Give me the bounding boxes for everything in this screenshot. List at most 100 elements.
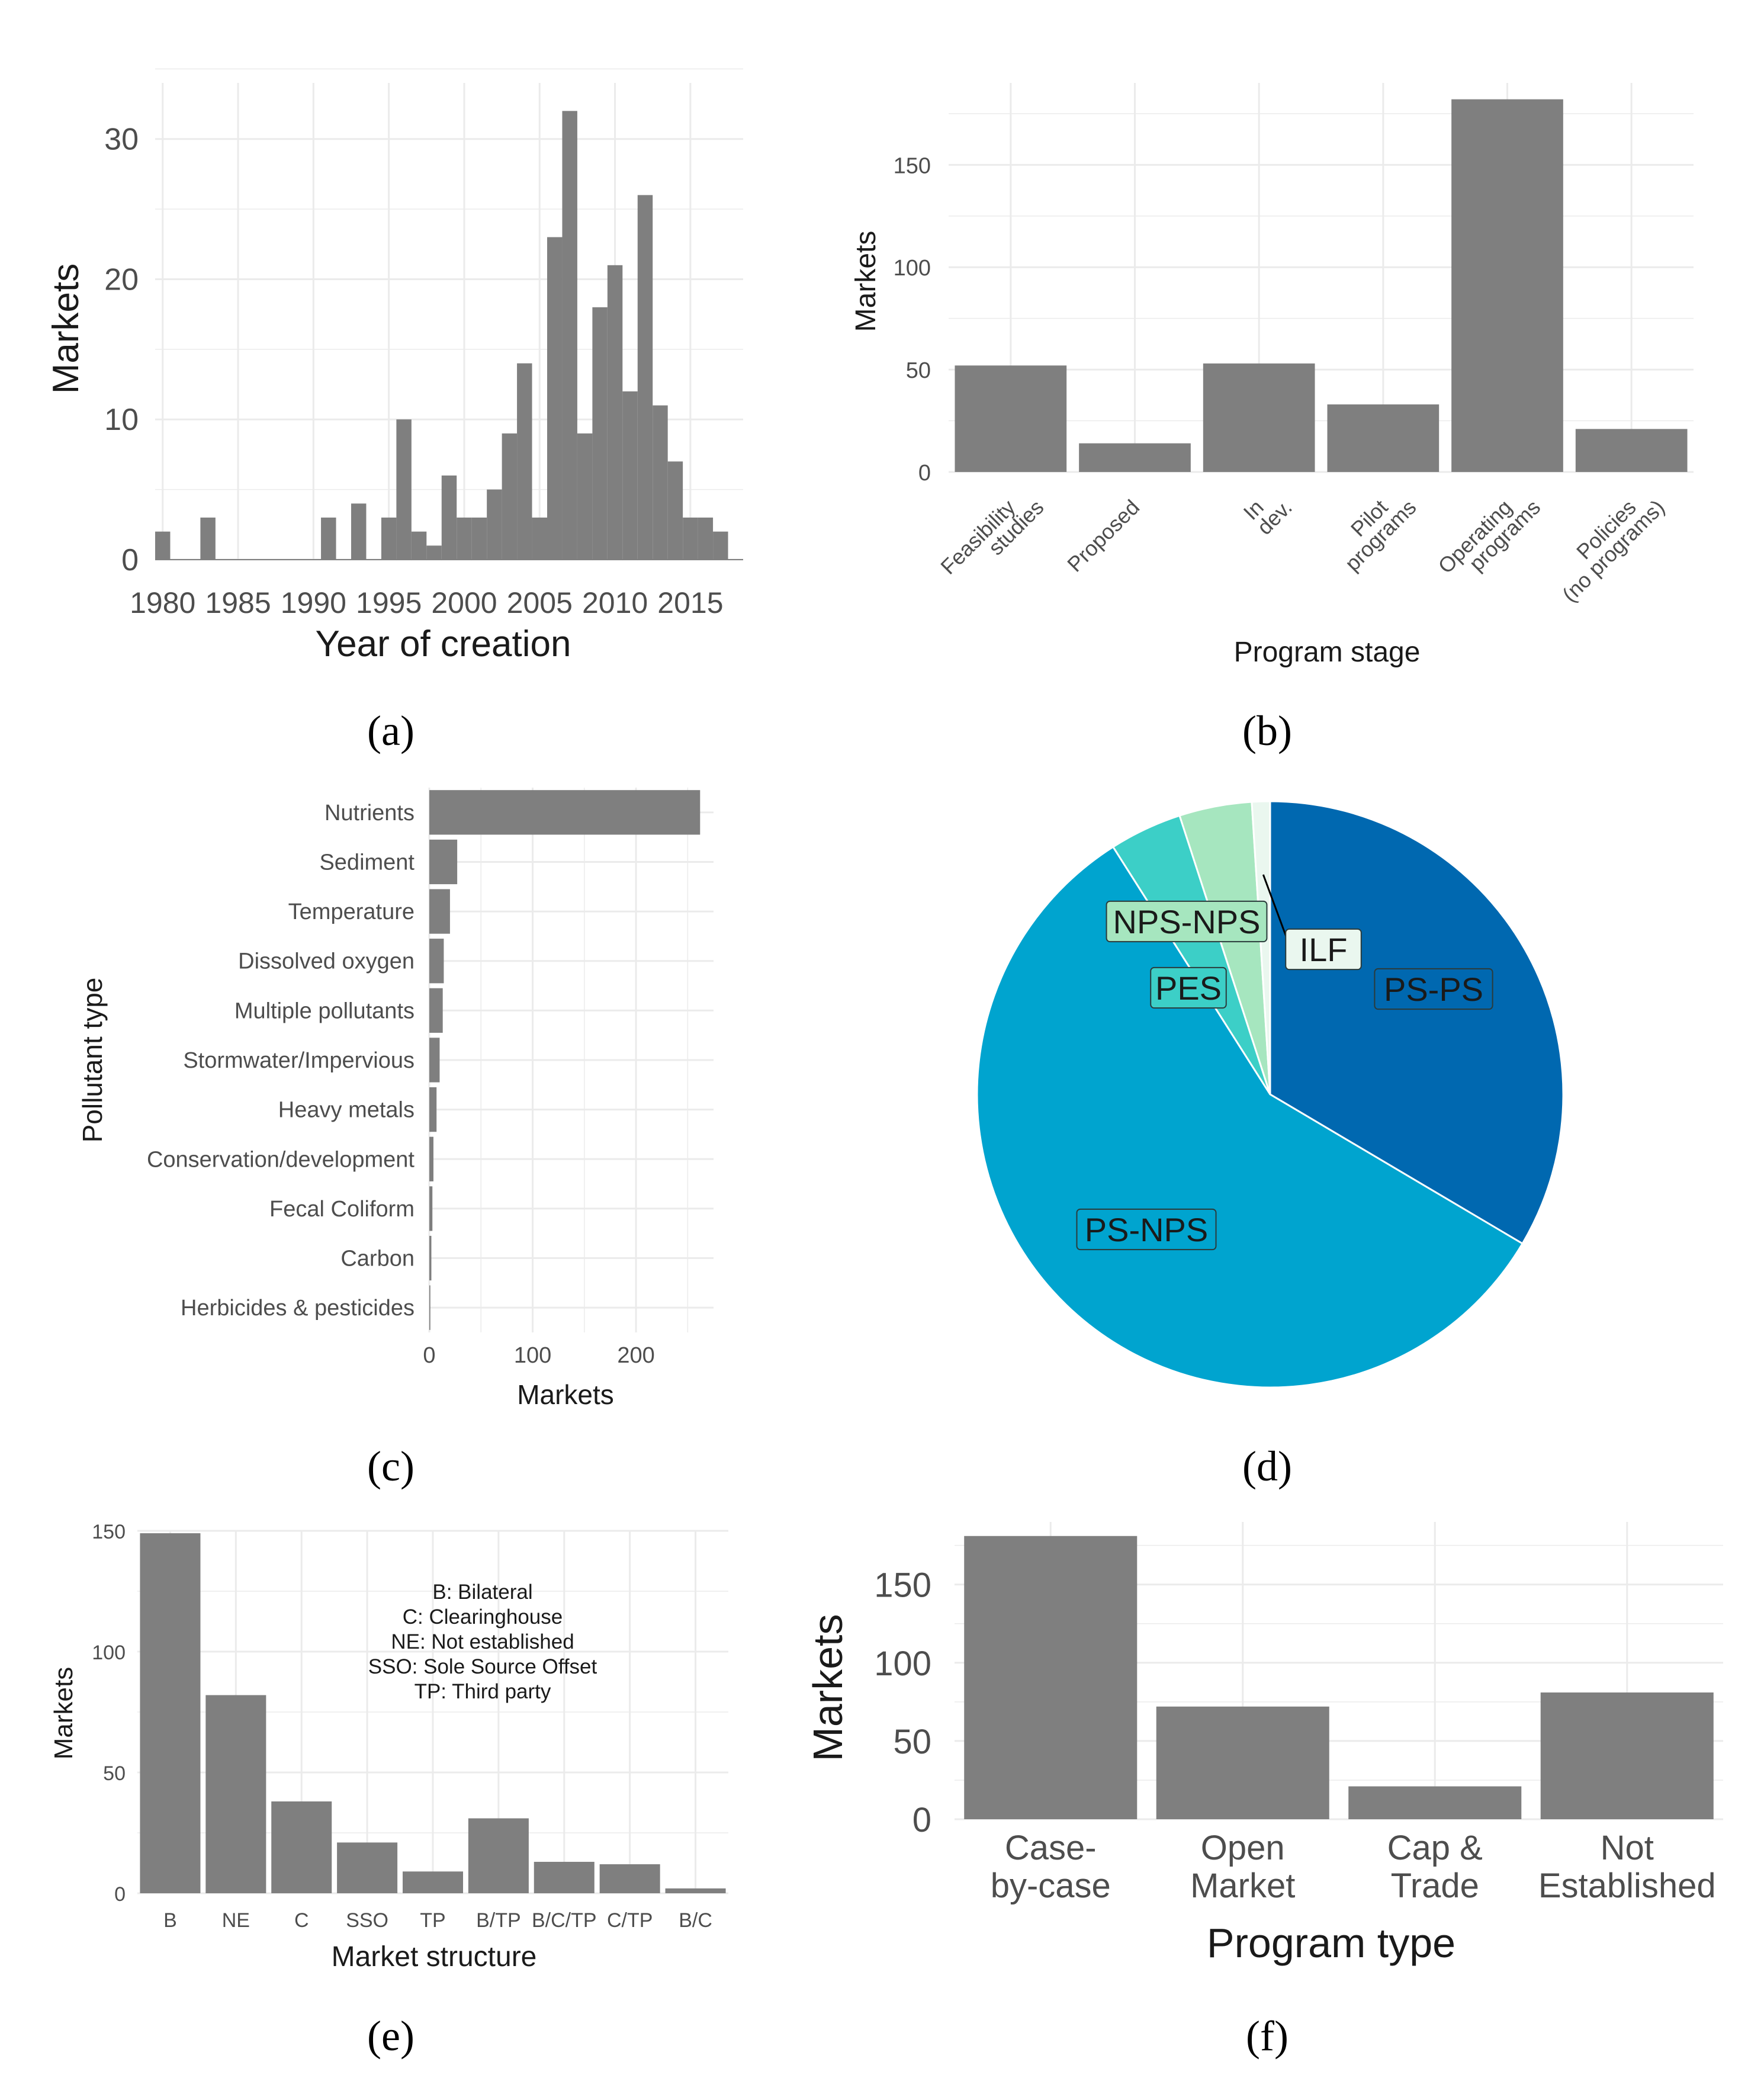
histogram-bar — [713, 531, 728, 560]
x-tick-label: TP — [420, 1909, 445, 1932]
pie-label-box — [1150, 966, 1227, 1009]
legend-annotation-line: SSO: Sole Source Offset — [368, 1655, 597, 1678]
y-tick-label: 0 — [121, 543, 139, 577]
panel-e-market-structure-chart: 0 50 100 150 B NE C SSO TP B/TP B/C/TP C/TP B/C B: Bi… — [49, 1521, 728, 1973]
pollutant-bar — [429, 1038, 440, 1083]
histogram-bar — [698, 517, 714, 560]
legend-annotation-line: C: Clearinghouse — [403, 1605, 563, 1629]
histogram-bar — [471, 517, 487, 560]
panel-f-program-type-chart: 0 50 100 150 Case-by-case Open Market Cap & Trad… — [805, 1522, 1723, 1966]
legend-annotation-line: TP: Third party — [415, 1680, 551, 1703]
histogram-bar — [577, 433, 593, 560]
y-tick-label: 0 — [912, 1801, 931, 1839]
market-structure-bar — [534, 1861, 595, 1893]
y-tick-label: 100 — [894, 256, 931, 281]
x-tick-label-line: Established — [1538, 1867, 1716, 1905]
histogram-bar — [487, 489, 502, 560]
y-tick-label: 20 — [104, 262, 139, 297]
market-structure-bar — [337, 1842, 398, 1893]
pie-label-box — [1374, 968, 1493, 1010]
panel-label-a: (a) — [367, 707, 415, 754]
panel-c-pollutant-type-chart: 0 100 200 Nutrients Sediment Temperature Disso… — [77, 788, 714, 1410]
panel-label-b: (b) — [1242, 707, 1292, 754]
y-tick-label: 50 — [906, 358, 931, 383]
histogram-bar — [381, 517, 397, 560]
pollutant-bar — [429, 1136, 433, 1181]
y-axis-title: Pollutant type — [77, 978, 108, 1143]
x-tick-label: 200 — [617, 1343, 654, 1368]
x-tick-label-line: Case- — [1005, 1829, 1097, 1867]
market-structure-bar — [665, 1888, 726, 1893]
program-stage-bar — [1327, 404, 1440, 472]
program-stage-bar — [1079, 443, 1191, 472]
x-tick-label: 1990 — [281, 586, 346, 619]
y-tick-label: 10 — [104, 403, 139, 437]
x-tick-label: 2010 — [582, 586, 648, 619]
histogram-bar — [457, 517, 472, 560]
pie-slice-ps-nps — [976, 845, 1524, 1389]
pollutant-bar — [429, 889, 450, 934]
x-tick-label-line: Not — [1601, 1829, 1654, 1867]
pie-label: PS-NPS — [1085, 1211, 1209, 1248]
histogram-bar — [592, 307, 608, 560]
y-tick-label: Heavy metals — [278, 1098, 415, 1123]
y-tick-label: 0 — [114, 1883, 126, 1906]
panel-a-histogram: 0 10 20 30 1980 1985 1990 1995 2000 2005 2010 2015 Y… — [46, 68, 743, 664]
program-stage-bar — [1203, 363, 1315, 472]
program-stage-bar — [1451, 99, 1563, 473]
market-structure-bar — [205, 1695, 266, 1893]
pollutant-bar — [429, 1186, 433, 1231]
y-tick-label: Fecal Coliform — [269, 1197, 415, 1222]
x-tick-label: B/C — [679, 1909, 712, 1932]
y-axis-title: Markets — [46, 264, 86, 394]
x-tick-label: 1985 — [205, 586, 271, 619]
program-type-bar — [1540, 1692, 1714, 1819]
panel-label-e: (e) — [367, 2012, 415, 2060]
x-tick-label: B/C/TP — [532, 1909, 597, 1932]
x-tick-label: B — [163, 1909, 177, 1932]
legend-annotation-line: NE: Not established — [391, 1630, 574, 1653]
y-tick-label: 30 — [104, 123, 139, 157]
x-tick-label: 100 — [514, 1343, 551, 1368]
pie-label: PES — [1155, 969, 1222, 1007]
panel-label-d: (d) — [1242, 1443, 1292, 1490]
y-tick-label: Nutrients — [324, 801, 415, 826]
pie-slice-ilf — [1251, 800, 1271, 1095]
x-tick-label: 1980 — [130, 586, 195, 619]
y-tick-label: Herbicides & pesticides — [181, 1296, 415, 1321]
pie-label: PS-PS — [1384, 971, 1483, 1008]
x-tick-label: 1995 — [356, 586, 422, 619]
y-tick-label: Sediment — [319, 850, 415, 875]
histogram-bar — [441, 475, 457, 560]
histogram-bar — [637, 195, 653, 560]
market-structure-bar — [271, 1801, 332, 1893]
y-axis-title: Markets — [49, 1667, 78, 1759]
histogram-bar — [426, 545, 442, 560]
histogram-bar — [321, 517, 336, 560]
y-tick-label: 0 — [918, 461, 931, 486]
y-tick-label: 50 — [103, 1762, 126, 1785]
y-tick-label: Temperature — [288, 900, 415, 924]
histogram-bar — [502, 433, 518, 560]
histogram-bar — [547, 237, 563, 560]
x-tick-label: Case-by-case — [991, 1829, 1111, 1905]
histogram-bar — [351, 503, 367, 560]
histogram-bar — [517, 363, 532, 560]
x-axis-title: Year of creation — [315, 624, 571, 664]
pollutant-bar — [429, 839, 458, 885]
market-structure-bar — [402, 1871, 464, 1893]
pie-label: NPS-NPS — [1113, 903, 1261, 940]
x-tick-label: Open Market — [1190, 1829, 1295, 1905]
x-tick-label: C/TP — [607, 1909, 653, 1932]
y-tick-label: 50 — [893, 1723, 931, 1761]
pollutant-bar — [429, 790, 701, 835]
program-type-bar — [964, 1536, 1138, 1819]
y-axis-title: Markets — [850, 231, 882, 332]
panel-label-c: (c) — [367, 1443, 415, 1490]
pollutant-bar — [429, 988, 443, 1033]
program-type-bar — [1348, 1786, 1522, 1819]
x-tick-label-line: Market — [1190, 1867, 1295, 1905]
pie-label-box — [1076, 1208, 1217, 1251]
market-structure-bar — [599, 1864, 660, 1893]
